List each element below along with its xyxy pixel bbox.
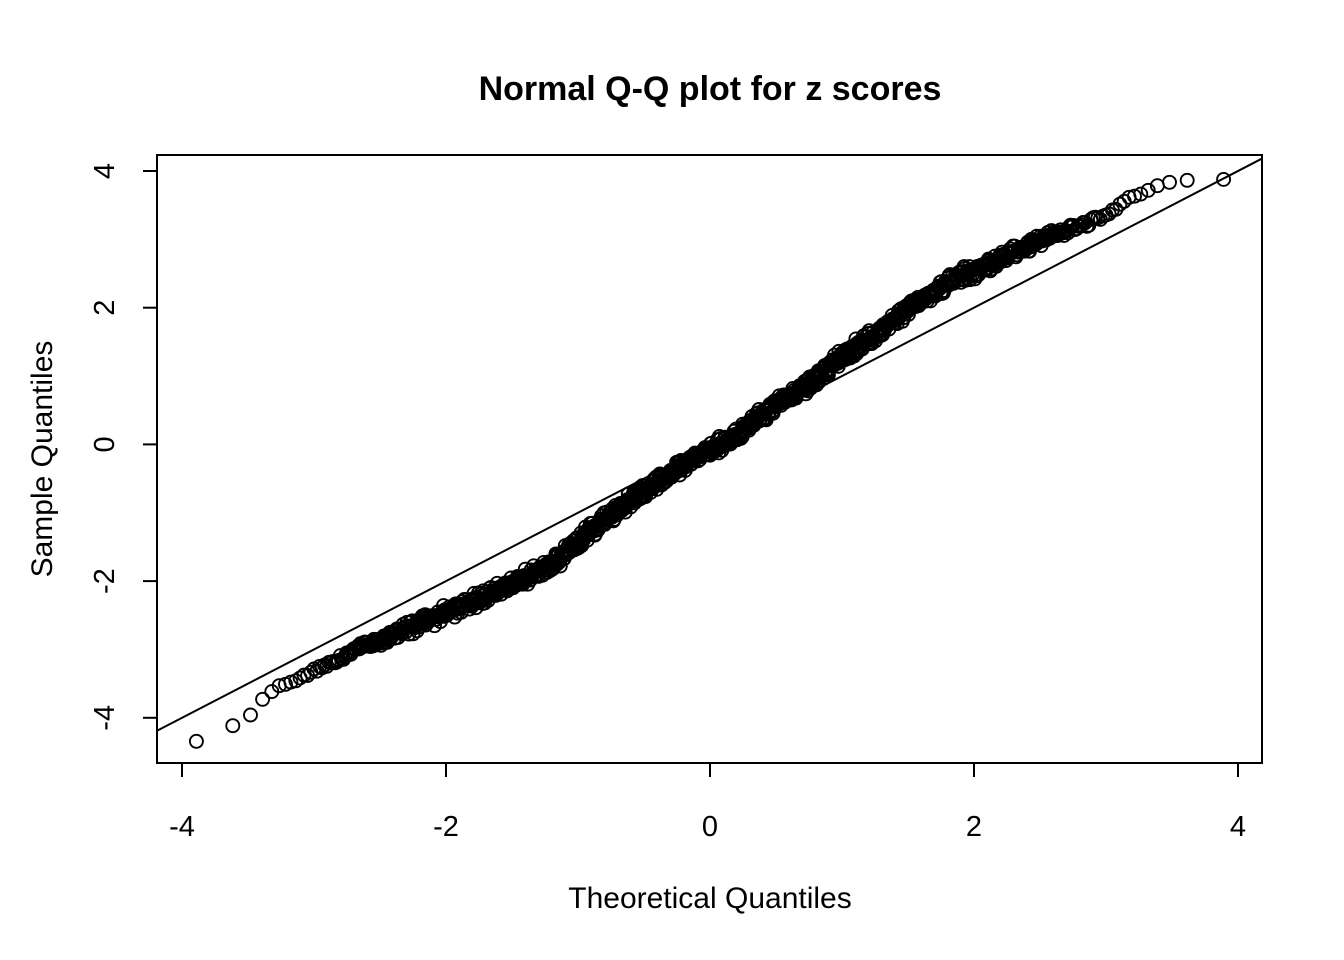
qq-points [188, 171, 1232, 749]
chart-title: Normal Q-Q plot for z scores [479, 70, 942, 108]
x-axis-ticks: -4 -2 0 2 4 [169, 763, 1246, 843]
y-tick-label: -4 [89, 705, 121, 731]
y-tick-label: 0 [89, 436, 121, 452]
y-axis-ticks: -4 -2 0 2 4 [89, 163, 157, 731]
y-tick-label: 4 [89, 163, 121, 179]
data-point [1140, 182, 1156, 198]
data-point [1179, 172, 1195, 188]
y-axis-title: Sample Quantiles [26, 341, 59, 578]
data-point [1162, 174, 1177, 190]
data-point [243, 707, 258, 723]
x-tick-label: -4 [169, 811, 195, 843]
x-axis-title: Theoretical Quantiles [568, 882, 851, 915]
data-point [1127, 188, 1142, 204]
data-point [1216, 171, 1232, 187]
y-tick-label: 2 [89, 300, 121, 316]
data-point [225, 718, 241, 734]
data-point [255, 691, 271, 707]
x-tick-label: -2 [433, 811, 459, 843]
x-tick-label: 2 [966, 811, 982, 843]
data-point [1133, 186, 1149, 202]
y-tick-label: -2 [89, 568, 121, 594]
x-tick-label: 4 [1230, 811, 1246, 843]
data-point [188, 733, 204, 749]
x-tick-label: 0 [702, 811, 718, 843]
